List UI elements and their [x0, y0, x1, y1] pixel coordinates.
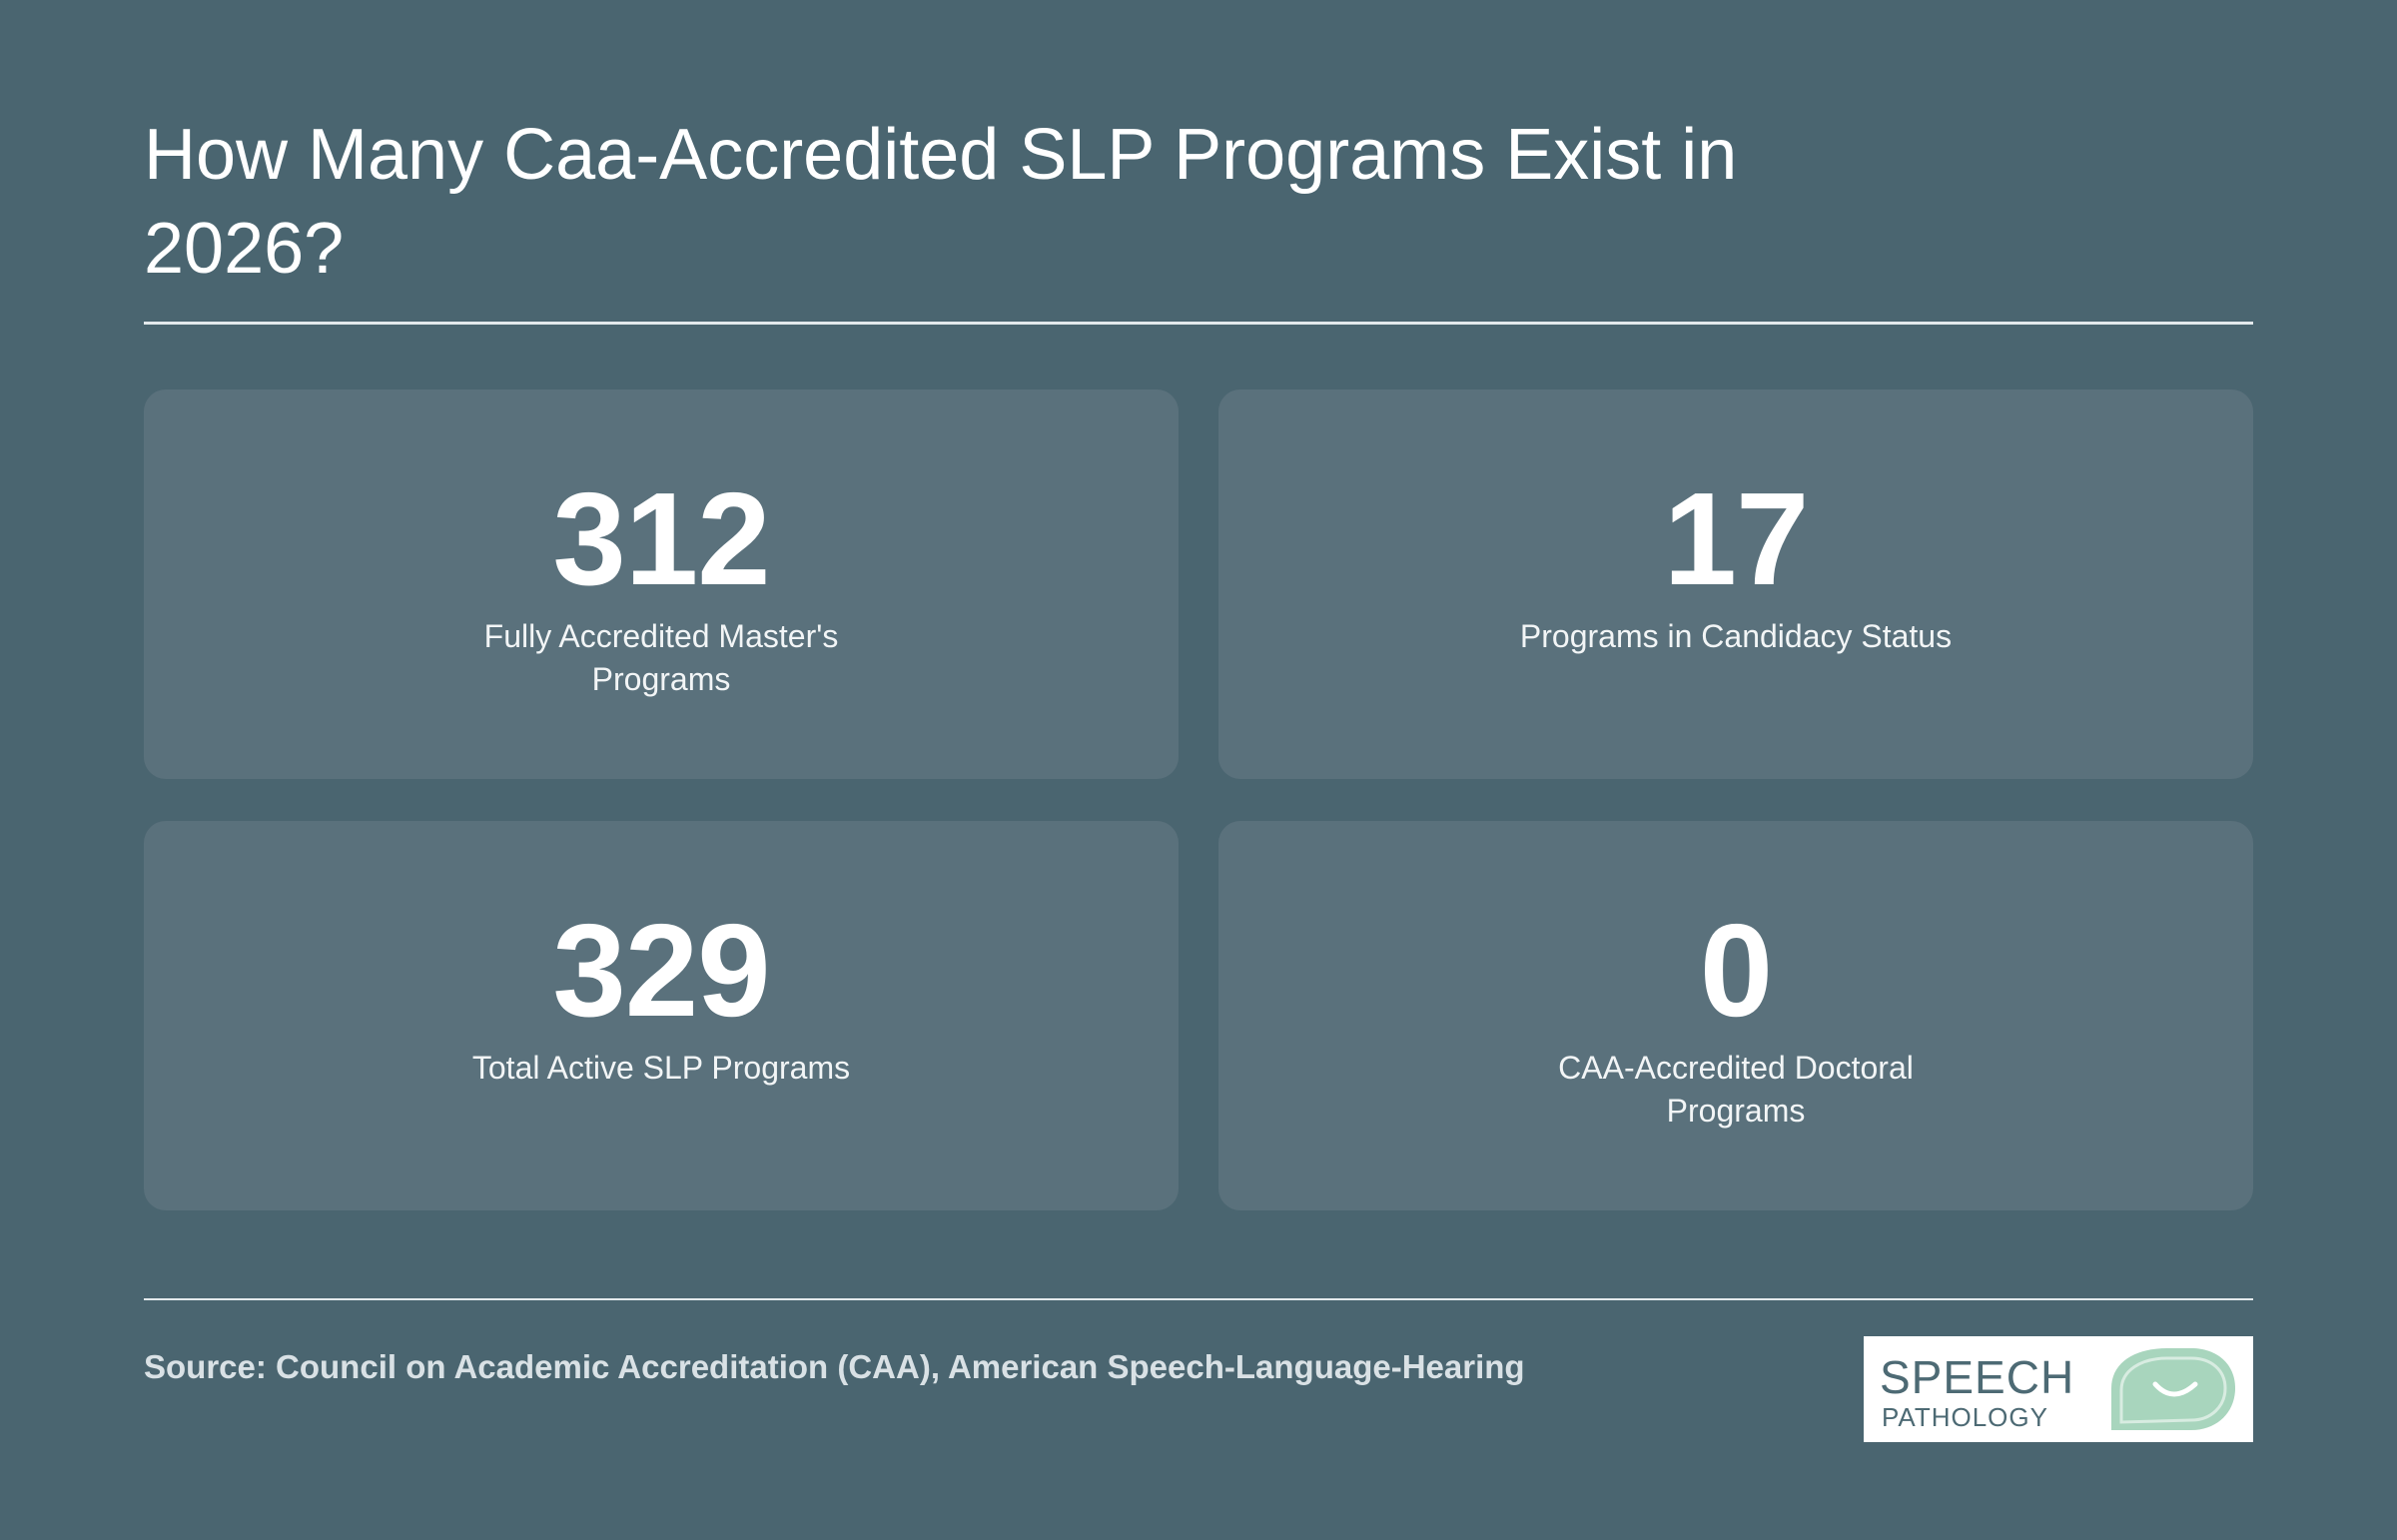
- stat-label: CAA-Accredited Doctoral Programs: [1558, 1050, 1914, 1129]
- speech-bubble-smile-icon: [2111, 1348, 2235, 1430]
- stats-grid: 312 Fully Accredited Master's Programs 1…: [144, 389, 2253, 1210]
- stat-label: Fully Accredited Master's Programs: [483, 618, 839, 697]
- infographic: How Many Caa-Accredited SLP Programs Exi…: [144, 0, 2253, 1540]
- stat-value: 0: [1699, 897, 1773, 1044]
- stat-value: 312: [552, 465, 770, 612]
- stat-label: Programs in Candidacy Status: [1519, 618, 1953, 654]
- source-citation: Source: Council on Academic Accreditatio…: [144, 1348, 1525, 1385]
- stat-card-total-active: 329 Total Active SLP Programs: [144, 821, 1179, 1210]
- logo-line-1: SPEECH: [1880, 1351, 2075, 1403]
- stat-value: 329: [552, 897, 770, 1044]
- speech-pathology-logo: SPEECH PATHOLOGY: [1864, 1336, 2253, 1442]
- stat-label: Total Active SLP Programs: [471, 1050, 851, 1086]
- footer-divider: [144, 1298, 2253, 1300]
- logo-line-2: PATHOLOGY: [1882, 1402, 2048, 1432]
- stat-value: 17: [1663, 465, 1810, 612]
- title-divider: [144, 322, 2253, 325]
- stat-card-fully-accredited: 312 Fully Accredited Master's Programs: [144, 389, 1179, 779]
- stat-card-candidacy: 17 Programs in Candidacy Status: [1218, 389, 2253, 779]
- page-title: How Many Caa-Accredited SLP Programs Exi…: [144, 115, 1738, 289]
- stat-card-doctoral: 0 CAA-Accredited Doctoral Programs: [1218, 821, 2253, 1210]
